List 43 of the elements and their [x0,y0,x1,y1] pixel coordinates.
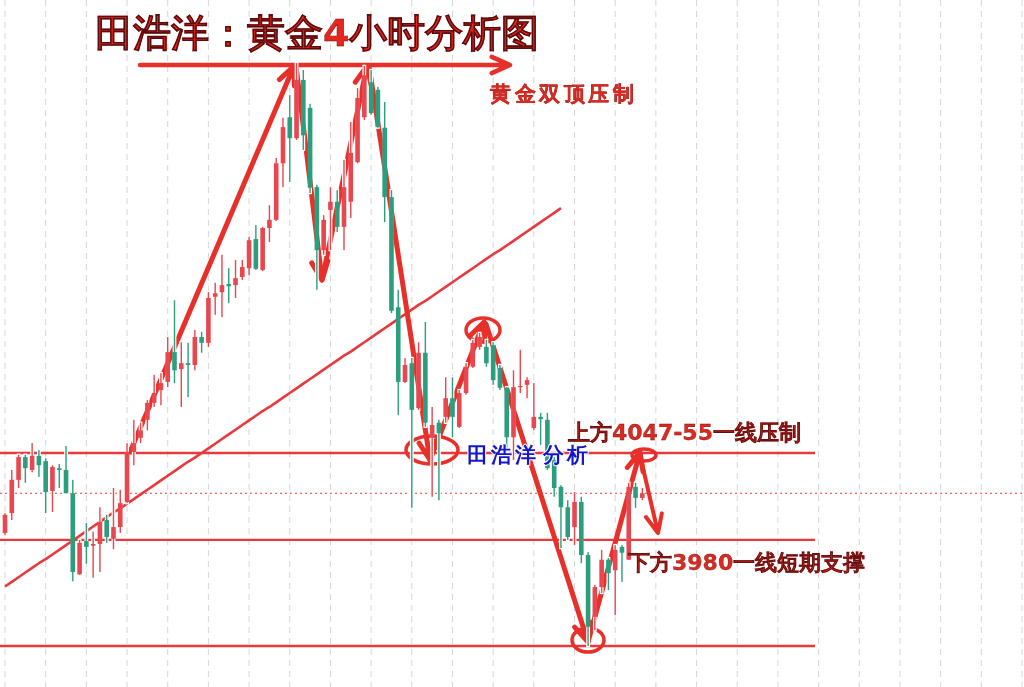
candlestick [23,453,28,484]
candlestick [443,376,448,424]
candlestick [77,538,82,577]
candlestick [355,86,360,165]
candlestick [477,331,482,352]
candlestick [138,421,143,445]
annotation: 黄金双顶压制 [489,82,637,106]
ref-line-label: 下方3980一线短期支撑 [627,549,866,575]
candlestick [294,61,299,142]
candlestick [84,521,89,565]
candlestick [145,398,150,432]
candlestick [572,490,577,547]
candlestick [43,457,48,515]
candlestick [111,486,116,551]
candlestick [16,453,21,490]
candlestick [104,513,109,545]
candlestick [640,486,645,502]
chart-title: 田浩洋：黄金4小时分析图 [95,11,540,55]
candlestick [389,188,394,315]
candlestick [416,341,421,412]
candlestick [511,369,516,462]
candlestick [423,320,428,428]
candlestick [50,464,55,514]
candlestick [267,204,272,244]
candlestick [382,100,387,224]
candlestick [178,341,184,409]
candlestick [538,411,543,447]
candlestick [484,338,489,368]
candlestick [328,185,333,252]
candlestick [321,213,326,257]
candlestick [199,330,204,354]
candlestick [301,68,306,152]
candlestick [606,556,611,592]
candlestick [206,290,211,349]
candlestick [56,462,62,490]
candlestick [233,258,238,300]
candlestick [90,530,96,579]
candlestick [633,481,638,510]
candlestick [172,299,177,385]
candlestick [599,548,604,595]
candlestick [362,64,367,122]
candlestick [450,376,455,439]
candlestick [260,225,265,273]
